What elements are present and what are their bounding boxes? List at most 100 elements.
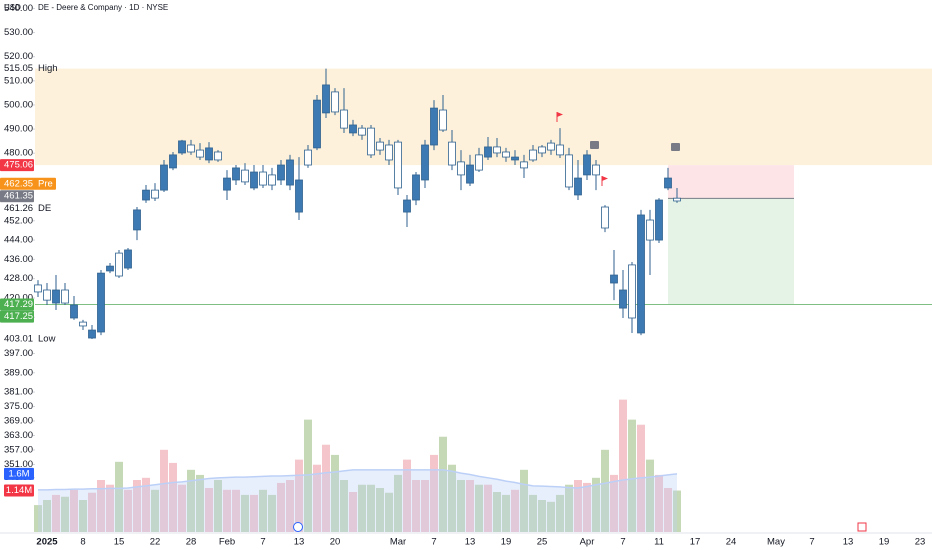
candle-body: [502, 151, 510, 158]
candle-body: [214, 151, 222, 161]
candle-body: [286, 159, 294, 186]
candle-body: [43, 289, 51, 301]
y-tick-label: 540.00: [4, 3, 33, 14]
volume-bar: [97, 480, 105, 532]
volume-bar: [340, 480, 348, 532]
volume-bar: [151, 489, 159, 532]
price-tag-label: 417.29: [4, 299, 33, 310]
x-tick-label: 7: [431, 537, 436, 548]
price-tag-text: DE: [38, 203, 51, 214]
x-tick-label: 7: [809, 537, 814, 548]
candle-body: [583, 154, 591, 176]
volume-bar: [259, 489, 267, 532]
x-tick-label: 7: [620, 537, 625, 548]
candle-body: [250, 171, 258, 189]
candle-body: [187, 144, 195, 153]
price-tag-label: 417.25: [4, 311, 33, 322]
candle-body: [304, 149, 312, 166]
volume-bar: [169, 462, 177, 532]
candle-body: [178, 140, 186, 154]
volume-bar: [430, 454, 438, 532]
price-tag-label: 403.01: [4, 333, 33, 344]
x-tick-label: 15: [114, 537, 125, 548]
price-tag: [0, 202, 34, 215]
candle-body: [241, 169, 249, 183]
candle-body: [277, 164, 285, 181]
candle-body: [493, 146, 501, 154]
price-tag: [0, 310, 34, 323]
candle-body: [601, 206, 609, 229]
volume-bar: [529, 494, 537, 532]
y-tick-label: 369.00: [4, 416, 33, 427]
volume-bar: [322, 444, 330, 532]
x-tick-label: 22: [150, 537, 161, 548]
candle-body: [448, 141, 456, 166]
volume-bar: [52, 494, 60, 532]
candle-body: [169, 154, 177, 169]
volume-bar: [79, 500, 87, 532]
candle-body: [529, 149, 537, 161]
candle-body: [79, 321, 87, 327]
volume-bar: [205, 488, 213, 532]
candle-body: [313, 99, 321, 149]
candle-body: [34, 284, 42, 293]
price-tag-text: Low: [38, 333, 56, 344]
volume-ma-area: [38, 469, 677, 532]
volume-tag-label: 1.6M: [8, 468, 29, 479]
x-tick-label: Feb: [219, 537, 235, 548]
y-tick-label: 480.00: [4, 148, 33, 159]
volume-bar: [106, 484, 114, 532]
volume-bar: [61, 496, 69, 532]
candle-body: [628, 264, 636, 319]
volume-bar: [394, 474, 402, 532]
candle-body: [610, 274, 618, 284]
volume-bar: [115, 461, 123, 532]
volume-ma-line: [38, 469, 678, 491]
x-tick-label: 13: [465, 537, 476, 548]
price-tag: [0, 298, 34, 311]
price-tag: [0, 332, 34, 345]
volume-bar: [196, 474, 204, 532]
x-tick-label: 13: [843, 537, 854, 548]
price-tag-label: 461.35: [4, 191, 33, 202]
volume-bar: [349, 492, 357, 532]
chart-title: DE - Deere & Company · 1D · NYSE: [38, 3, 168, 12]
volume-bar: [277, 482, 285, 532]
volume-tag: [4, 467, 34, 480]
price-tag: [0, 62, 34, 75]
volume-bar: [187, 469, 195, 532]
position-reward: [668, 198, 794, 305]
volume-bar: [520, 469, 528, 532]
x-tick-label: 7: [260, 537, 265, 548]
candle-body: [88, 329, 96, 339]
candle-body: [412, 174, 420, 201]
candle-body: [556, 144, 564, 156]
volume-bar: [448, 464, 456, 532]
y-tick-label: 490.00: [4, 124, 33, 135]
y-tick-label: 420.00: [4, 292, 33, 303]
volume-bar: [439, 436, 447, 532]
y-tick-label: 381.00: [4, 387, 33, 398]
volume-bar: [232, 489, 240, 532]
volume-bar: [43, 500, 51, 532]
candle-body: [520, 161, 528, 169]
y-tick-label: 357.00: [4, 444, 33, 455]
y-tick-label: 510.00: [4, 75, 33, 86]
candle-body: [52, 289, 60, 304]
candle-body: [637, 214, 645, 334]
volume-bar: [124, 489, 132, 532]
y-tick-label: 363.00: [4, 430, 33, 441]
candle-body: [484, 146, 492, 158]
candle-body: [664, 177, 672, 189]
price-tag: [0, 159, 34, 172]
candle-body: [160, 164, 168, 191]
x-tick-label: Mar: [390, 537, 406, 548]
volume-bar: [376, 488, 384, 532]
x-tick-label: 11: [654, 537, 664, 548]
price-tag-label: 461.26: [4, 203, 33, 214]
candle-body: [70, 304, 78, 319]
candle-body: [475, 154, 483, 171]
y-tick-label: 530.00: [4, 27, 33, 38]
volume-bar: [538, 500, 546, 532]
